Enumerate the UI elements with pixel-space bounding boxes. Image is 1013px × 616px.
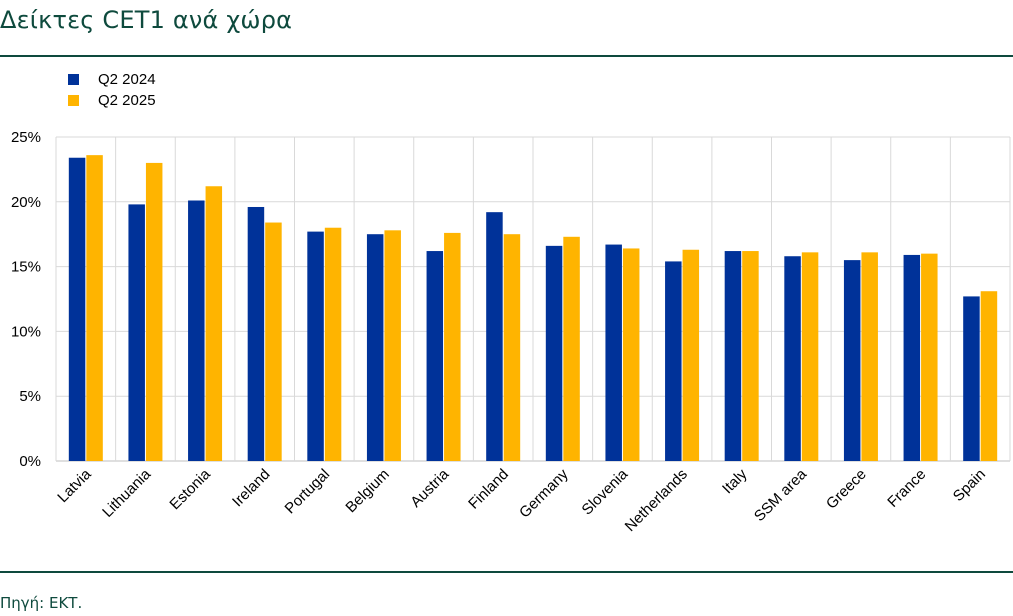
x-tick-label: Greece [823, 466, 870, 513]
page-title: Δείκτες CET1 ανά χώρα [0, 6, 293, 34]
y-tick-label: 5% [19, 388, 41, 405]
bar-q2-2024 [903, 254, 921, 461]
bar-q2-2024 [843, 260, 861, 461]
y-tick-label: 20% [11, 194, 41, 211]
legend-label: Q2 2025 [98, 92, 156, 109]
bar-q2-2025 [205, 186, 223, 462]
bar-q2-2025 [444, 232, 461, 461]
x-tick-label: SSM area [751, 465, 811, 525]
bar-q2-2025 [980, 291, 998, 461]
bar-q2-2025 [86, 155, 103, 462]
x-tick-label: Slovenia [579, 465, 632, 518]
y-tick-label: 25% [11, 129, 41, 146]
bar-q2-2025 [682, 249, 700, 461]
bar-q2-2025 [801, 252, 819, 461]
x-tick-label: Portugal [282, 466, 334, 518]
bar-q2-2025 [324, 227, 342, 461]
bar-q2-2024 [545, 245, 563, 461]
bar-q2-2024 [724, 251, 742, 461]
y-tick-label: 10% [11, 323, 41, 340]
x-tick-label: Germany [516, 465, 572, 521]
legend-swatch [68, 74, 79, 85]
legend-swatch [68, 95, 79, 106]
x-tick-label: Spain [950, 466, 989, 505]
x-tick-label: Belgium [342, 466, 392, 516]
bar-q2-2024 [486, 212, 503, 461]
chart-gridlines [55, 136, 1011, 462]
x-tick-label: Austria [407, 465, 452, 510]
x-tick-label: Lithuania [99, 465, 155, 521]
bar-q2-2024 [68, 157, 86, 461]
bar-q2-2025 [384, 230, 401, 461]
bar-q2-2025 [503, 234, 521, 461]
bar-q2-2024 [188, 200, 205, 461]
bar-q2-2024 [963, 296, 980, 461]
bar-q2-2025 [622, 248, 640, 461]
x-tick-label: Italy [719, 465, 751, 497]
bar-q2-2025 [145, 162, 163, 462]
legend-label: Q2 2024 [98, 71, 156, 88]
bar-q2-2024 [784, 256, 801, 461]
bar-q2-2024 [128, 204, 145, 461]
chart-bars [68, 155, 998, 462]
bar-q2-2024 [426, 251, 444, 461]
bar-q2-2024 [665, 261, 682, 461]
bar-q2-2024 [366, 234, 384, 461]
bar-q2-2025 [265, 222, 282, 461]
x-tick-label: France [884, 466, 929, 511]
cet1-bar-chart: Q2 2024 Q2 2025 0% 5% 10% 15% 20% 25% Latvia Li… [11, 71, 1011, 535]
y-tick-label: 0% [19, 453, 41, 470]
bar-q2-2025 [861, 252, 878, 461]
bar-q2-2025 [742, 251, 759, 461]
bar-q2-2025 [563, 236, 580, 461]
footer-divider [0, 571, 1013, 573]
x-tick-label: Netherlands [622, 466, 691, 535]
x-tick-label: Ireland [229, 466, 273, 510]
title-divider [0, 55, 1013, 57]
x-axis-ticks: Latvia Lithuania Estonia Ireland Portugal Bel… [54, 465, 989, 535]
source-note: Πηγή: ΕΚΤ. [0, 594, 83, 612]
y-axis-ticks: 0% 5% 10% 15% 20% 25% [11, 129, 41, 470]
bar-q2-2025 [921, 253, 938, 461]
bar-q2-2024 [307, 231, 324, 461]
x-tick-label: Estonia [166, 465, 214, 513]
x-tick-label: Latvia [54, 465, 95, 506]
x-tick-label: Finland [465, 466, 512, 513]
bar-q2-2024 [605, 244, 622, 461]
y-tick-label: 15% [11, 259, 41, 276]
chart-legend: Q2 2024 Q2 2025 [68, 71, 156, 109]
bar-q2-2024 [247, 206, 265, 461]
